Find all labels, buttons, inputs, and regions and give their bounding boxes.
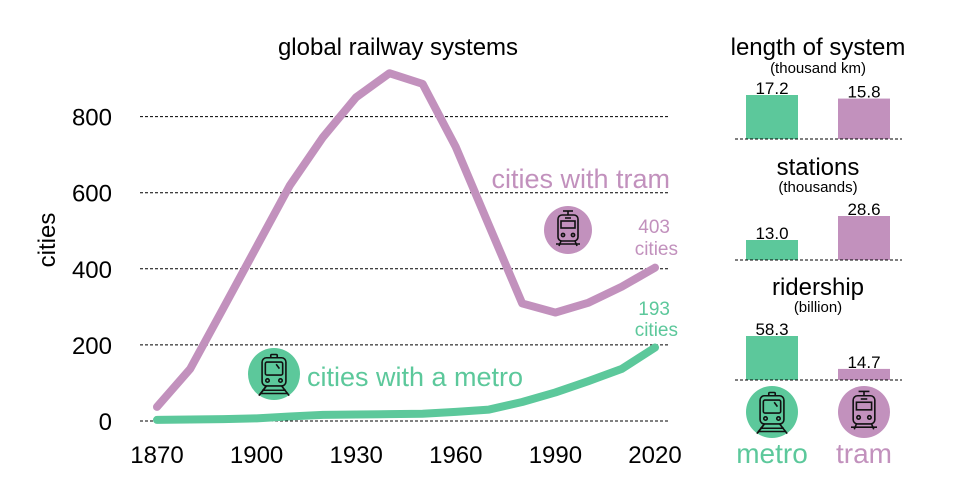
end-label-unit: cities — [635, 239, 678, 260]
y-tick-label: 800 — [72, 105, 112, 132]
legend-label-tram: tram — [836, 438, 892, 469]
bar-tram — [838, 98, 890, 139]
icon-light — [570, 232, 576, 238]
tram-icon — [544, 206, 592, 254]
y-axis-label: cities — [34, 213, 61, 268]
x-tick-label: 1990 — [529, 442, 582, 469]
metro-train-icon — [746, 386, 798, 438]
metro-train-icon — [248, 348, 300, 400]
icon-glare — [773, 401, 779, 408]
icon-window — [855, 401, 873, 411]
bar-value-label: 15.8 — [847, 83, 880, 102]
bar-value-label: 58.3 — [755, 320, 788, 339]
x-tick-label: 1930 — [330, 442, 383, 469]
metro-train-icon-circle — [248, 348, 300, 400]
y-tick-label: 400 — [72, 257, 112, 284]
panel-title: stations — [777, 154, 860, 181]
icon-light — [264, 377, 271, 384]
y-tick-label: 600 — [72, 181, 112, 208]
icon-window — [762, 399, 782, 414]
icon-top — [269, 353, 279, 359]
icon-window — [560, 220, 576, 229]
y-tick-label: 200 — [72, 333, 112, 360]
legend-label-metro: metro — [736, 438, 808, 469]
panel-subtitle: (thousands) — [778, 179, 857, 196]
icon-light — [277, 377, 284, 384]
tram-icon-circle — [838, 386, 890, 438]
bar-tram — [838, 368, 890, 380]
icon-light — [856, 414, 862, 420]
end-label-value: 403 — [638, 217, 670, 238]
line-metro — [153, 343, 659, 424]
tram-icon — [838, 386, 890, 438]
bar-value-label: 13.0 — [755, 224, 788, 243]
x-tick-label: 1870 — [130, 442, 183, 469]
chart-title: global railway systems — [278, 34, 518, 61]
icon-light — [560, 232, 566, 238]
line-tram — [153, 69, 659, 411]
icon-window — [264, 361, 284, 376]
end-label-unit: cities — [635, 320, 678, 341]
bar-metro — [746, 240, 798, 260]
icon-body — [852, 394, 876, 425]
y-tick-label: 0 — [99, 409, 112, 436]
panel-title: length of system — [731, 34, 906, 61]
end-label-value: 193 — [638, 299, 670, 320]
series-label-tram: cities with tram — [491, 164, 670, 194]
metro-train-icon-circle — [746, 386, 798, 438]
icon-light — [775, 415, 782, 422]
icon-top — [767, 391, 777, 397]
panel-subtitle: (thousand km) — [770, 60, 866, 77]
bar-value-label: 17.2 — [755, 79, 788, 98]
icon-light — [762, 415, 769, 422]
bar-metro — [746, 95, 798, 139]
tram-icon-circle — [544, 206, 592, 254]
panel-title: ridership — [772, 274, 864, 301]
icon-light — [866, 414, 872, 420]
x-tick-label: 1900 — [230, 442, 283, 469]
panel-subtitle: (billion) — [794, 299, 842, 316]
bar-value-label: 14.7 — [847, 353, 880, 372]
icon-glare — [275, 363, 281, 370]
bar-tram — [838, 216, 890, 260]
bar-metro — [746, 336, 798, 380]
series-label-metro: cities with a metro — [307, 362, 523, 392]
x-tick-label: 2020 — [628, 442, 681, 469]
icon-body — [557, 214, 579, 242]
bar-value-label: 28.6 — [847, 200, 880, 219]
x-tick-label: 1960 — [429, 442, 482, 469]
